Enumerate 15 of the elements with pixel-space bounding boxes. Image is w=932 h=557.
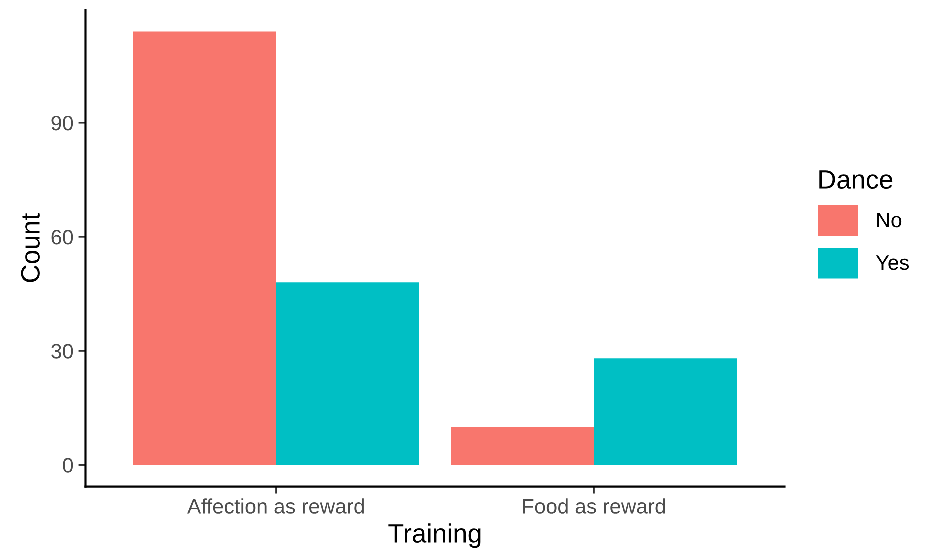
y-tick-label: 30 (52, 344, 74, 359)
y-axis-title: Count (21, 213, 40, 282)
legend-label: Yes (876, 256, 910, 270)
bar (133, 32, 276, 466)
legend-title: Dance (820, 170, 893, 190)
x-tick-label: Food as reward (523, 498, 666, 514)
y-tick-label: 60 (52, 230, 74, 245)
legend-label: No (878, 213, 902, 228)
x-tick-label: Affection as reward (187, 498, 364, 514)
bar (594, 358, 738, 466)
y-tick-label: 90 (52, 116, 74, 131)
bar (451, 427, 594, 466)
x-axis-title: Training (388, 524, 481, 548)
y-tick-label: 0 (63, 458, 74, 473)
bar (276, 282, 420, 466)
